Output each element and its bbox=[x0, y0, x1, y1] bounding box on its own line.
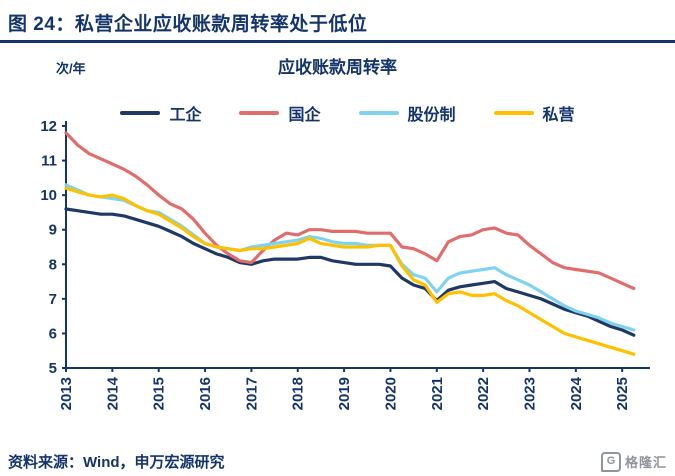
legend-item-私营: 私营 bbox=[493, 101, 575, 125]
svg-text:2015: 2015 bbox=[151, 377, 168, 410]
chart-title: 应收账款周转率 bbox=[278, 58, 397, 77]
svg-text:2018: 2018 bbox=[290, 377, 307, 410]
svg-text:2017: 2017 bbox=[243, 377, 260, 410]
gelonghui-logo-icon: G bbox=[600, 451, 621, 472]
legend-item-国企: 国企 bbox=[239, 101, 321, 125]
svg-text:6: 6 bbox=[49, 325, 57, 342]
source-text: 资料来源：Wind，申万宏源研究 bbox=[8, 454, 225, 471]
svg-text:2024: 2024 bbox=[568, 376, 585, 410]
svg-text:12: 12 bbox=[40, 118, 57, 135]
gelonghui-logo-text: 格隆汇 bbox=[624, 455, 667, 470]
legend-label: 私营 bbox=[542, 107, 575, 124]
svg-text:2025: 2025 bbox=[614, 377, 631, 410]
figure-title: 图 24：私营企业应收账款周转率处于低位 bbox=[8, 14, 368, 35]
legend-label: 国企 bbox=[288, 107, 321, 124]
header-rule bbox=[0, 40, 675, 43]
svg-text:5: 5 bbox=[49, 360, 57, 377]
svg-text:2016: 2016 bbox=[197, 377, 214, 410]
legend-label: 股份制 bbox=[407, 107, 456, 124]
svg-text:2013: 2013 bbox=[58, 377, 75, 410]
footer: 资料来源：Wind，申万宏源研究 G 格隆汇 bbox=[0, 451, 675, 472]
legend-item-工企: 工企 bbox=[120, 101, 201, 125]
y-axis-unit-label: 次/年 bbox=[56, 61, 86, 76]
line-chart-plot: 5 6 7 8 9 10 11 12 2013 2014 2015 2016 2017 2018 2019 2… bbox=[40, 118, 650, 410]
legend-swatch bbox=[493, 111, 534, 115]
svg-text:2020: 2020 bbox=[382, 377, 399, 410]
svg-text:2023: 2023 bbox=[521, 377, 538, 410]
svg-text:7: 7 bbox=[49, 291, 57, 308]
svg-text:11: 11 bbox=[41, 153, 57, 170]
svg-text:2019: 2019 bbox=[336, 377, 353, 410]
legend-swatch bbox=[239, 111, 280, 115]
svg-text:8: 8 bbox=[49, 256, 57, 273]
svg-text:10: 10 bbox=[40, 187, 57, 204]
svg-text:2022: 2022 bbox=[475, 377, 492, 410]
chart-legend: 工企 国企 股份制 私营 bbox=[40, 101, 655, 125]
legend-item-股份制: 股份制 bbox=[358, 101, 456, 125]
svg-text:2021: 2021 bbox=[429, 377, 446, 410]
legend-swatch bbox=[120, 111, 161, 115]
gelonghui-logo: G 格隆汇 bbox=[600, 451, 667, 472]
svg-text:9: 9 bbox=[49, 222, 57, 239]
legend-swatch bbox=[358, 111, 399, 115]
svg-text:2014: 2014 bbox=[104, 376, 121, 410]
legend-label: 工企 bbox=[169, 107, 202, 124]
